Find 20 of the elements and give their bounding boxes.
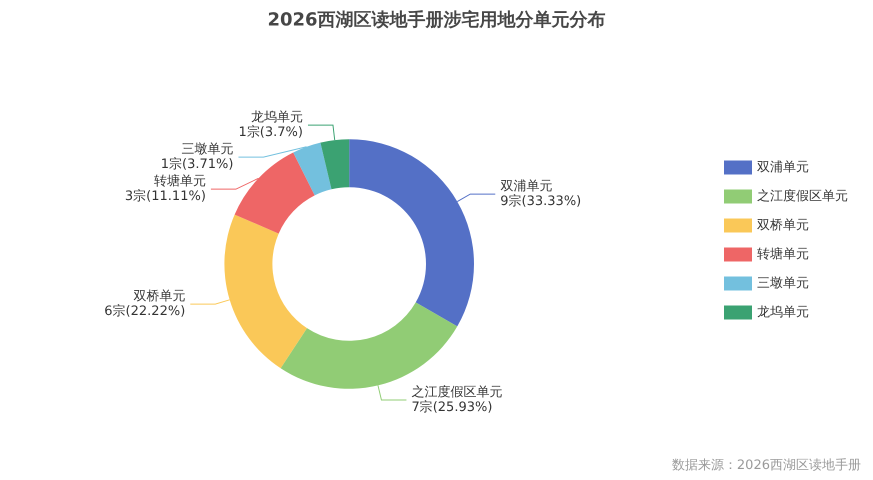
data-label: 9宗(33.33%) — [500, 193, 582, 210]
legend-label: 三墩单元 — [757, 276, 809, 291]
data-label: 1宗(3.7%) — [238, 124, 303, 140]
slice-label: 转塘单元 — [154, 174, 206, 190]
slice-label: 之江度假区单元 — [411, 384, 502, 400]
legend-label: 双桥单元 — [757, 218, 809, 233]
data-label: 6宗(22.22%) — [104, 303, 186, 320]
legend-label: 双浦单元 — [757, 160, 809, 175]
legend-label: 龙坞单元 — [757, 305, 809, 320]
data-label: 1宗(3.71%) — [160, 156, 234, 172]
chart-title: 2026西湖区读地手册涉宅用地分单元分布 — [267, 10, 606, 30]
legend-label: 之江度假区单元 — [757, 188, 848, 204]
source-note: 数据来源：2026西湖区读地手册 — [672, 458, 862, 473]
slice-label: 双桥单元 — [133, 289, 186, 304]
data-label: 7宗(25.93%) — [411, 399, 492, 416]
slice-label: 龙坞单元 — [250, 110, 303, 126]
legend-label: 转塘单元 — [757, 247, 809, 262]
slice-label: 三墩单元 — [181, 142, 234, 158]
data-label: 3宗(11.11%) — [124, 188, 206, 204]
slice-label: 双浦单元 — [500, 179, 552, 194]
